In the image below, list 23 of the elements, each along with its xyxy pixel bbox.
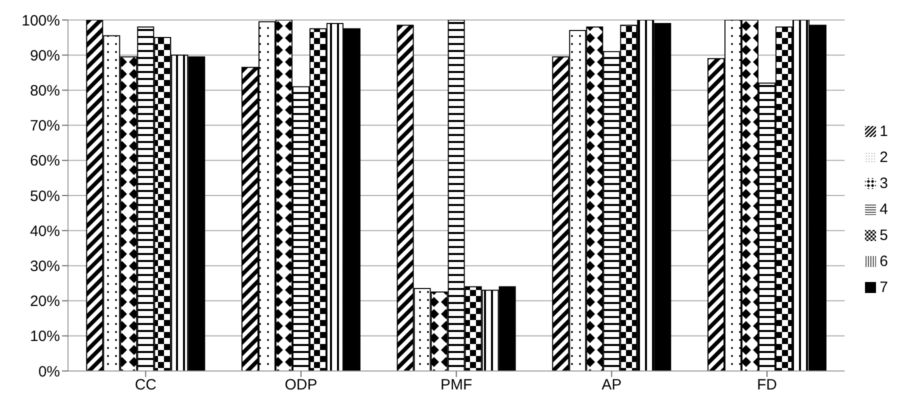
x-tick-label: AP xyxy=(602,376,622,394)
y-tick-label: 90% xyxy=(30,47,60,64)
y-tick-label: 40% xyxy=(30,222,60,240)
y-tick-label: 20% xyxy=(30,293,60,310)
y-tick-label: 100% xyxy=(22,12,60,30)
x-tick-label: PMF xyxy=(440,376,472,394)
y-tick-label: 10% xyxy=(30,328,60,346)
y-tick-label: 50% xyxy=(30,188,60,205)
legend-label: 3 xyxy=(880,174,888,192)
y-tick-label: 30% xyxy=(30,258,60,276)
legend-label: 4 xyxy=(880,200,888,218)
y-tick-label: 70% xyxy=(30,118,60,135)
legend-label: 2 xyxy=(880,148,888,166)
y-tick-label: 80% xyxy=(30,82,60,100)
legend-label: 5 xyxy=(880,226,888,244)
y-tick-label: 60% xyxy=(30,152,60,170)
legend-label: 6 xyxy=(880,252,888,270)
x-tick-label: FD xyxy=(756,376,778,394)
legend-label: 1 xyxy=(880,122,888,140)
x-tick-label: CC xyxy=(134,376,157,394)
x-tick-label: ODP xyxy=(284,376,318,394)
legend-label: 7 xyxy=(880,278,888,296)
y-tick-label: 0% xyxy=(38,363,60,380)
